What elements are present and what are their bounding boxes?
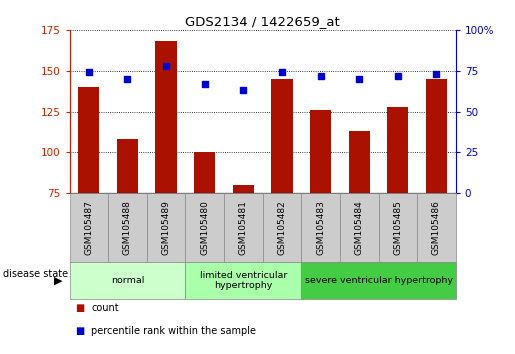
Point xyxy=(316,73,324,79)
Text: limited ventricular
hypertrophy: limited ventricular hypertrophy xyxy=(200,271,287,290)
Point xyxy=(355,76,363,82)
Point xyxy=(124,76,132,82)
Point xyxy=(201,81,209,87)
Text: GSM105488: GSM105488 xyxy=(123,200,132,255)
Bar xyxy=(349,131,370,193)
Text: normal: normal xyxy=(111,276,144,285)
Text: GSM105487: GSM105487 xyxy=(84,200,93,255)
Point xyxy=(162,63,170,69)
Bar xyxy=(233,185,254,193)
Bar xyxy=(156,41,177,193)
Bar xyxy=(271,79,293,193)
Bar xyxy=(194,152,215,193)
Text: severe ventricular hypertrophy: severe ventricular hypertrophy xyxy=(304,276,453,285)
Bar xyxy=(117,139,138,193)
Title: GDS2134 / 1422659_at: GDS2134 / 1422659_at xyxy=(185,15,340,28)
Point xyxy=(84,70,93,75)
Text: GSM105484: GSM105484 xyxy=(355,200,364,255)
Text: ■: ■ xyxy=(75,303,84,313)
Text: count: count xyxy=(91,303,119,313)
Point xyxy=(278,70,286,75)
Text: GSM105489: GSM105489 xyxy=(162,200,170,255)
Text: GSM105485: GSM105485 xyxy=(393,200,402,255)
Point xyxy=(239,87,247,93)
Text: ▶: ▶ xyxy=(54,275,62,286)
Text: GSM105482: GSM105482 xyxy=(278,200,286,255)
Text: percentile rank within the sample: percentile rank within the sample xyxy=(91,326,256,336)
Text: ■: ■ xyxy=(75,326,84,336)
Text: GSM105481: GSM105481 xyxy=(239,200,248,255)
Bar xyxy=(78,87,99,193)
Text: GSM105480: GSM105480 xyxy=(200,200,209,255)
Point xyxy=(393,73,402,79)
Bar xyxy=(387,107,408,193)
Point xyxy=(432,71,440,77)
Text: GSM105486: GSM105486 xyxy=(432,200,441,255)
Text: disease state: disease state xyxy=(3,269,67,279)
Text: GSM105483: GSM105483 xyxy=(316,200,325,255)
Bar xyxy=(426,79,447,193)
Bar xyxy=(310,110,331,193)
